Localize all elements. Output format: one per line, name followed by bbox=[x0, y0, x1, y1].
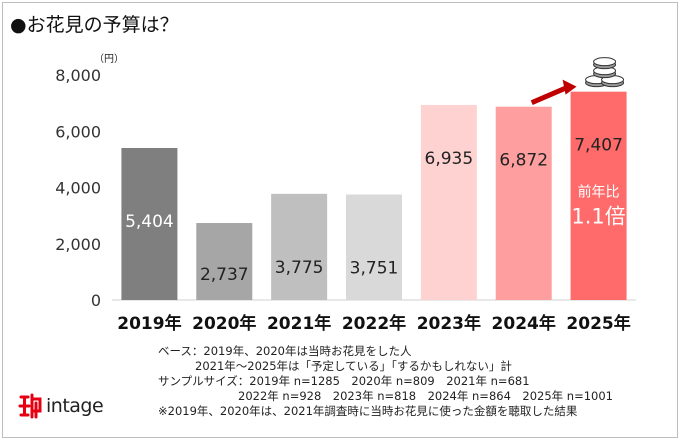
bar bbox=[570, 91, 627, 300]
y-tick-label: 4,000 bbox=[55, 179, 101, 198]
growth-arrowhead-icon bbox=[562, 79, 577, 95]
x-tick-label: 2025年 bbox=[566, 313, 630, 334]
bar bbox=[420, 104, 477, 300]
intage-logo: intage bbox=[18, 393, 104, 419]
x-tick-label: 2019年 bbox=[117, 313, 181, 334]
y-tick-label: 0 bbox=[91, 291, 101, 310]
x-tick-label: 2021年 bbox=[267, 313, 331, 334]
note-sample-line2: 2022年 n=928 2023年 n=818 2024年 n=864 2025… bbox=[238, 389, 614, 403]
note-base-line1: ベース：2019年、2020年は当時お花見をした人 bbox=[158, 344, 412, 358]
chart-notes: ベース：2019年、2020年は当時お花見をした人 2021年～2025年は「予… bbox=[158, 344, 613, 419]
bar-value-label: 3,775 bbox=[275, 258, 324, 278]
growth-arrow-icon bbox=[530, 85, 568, 106]
bar bbox=[346, 194, 402, 300]
bar-value-label: 5,404 bbox=[125, 212, 174, 232]
note-sample-line1: サンプルサイズ：2019年 n=1285 2020年 n=809 2021年 n… bbox=[158, 374, 530, 388]
note-base-line2: 2021年～2025年は「予定している」「するかもしれない」計 bbox=[195, 359, 512, 373]
bar bbox=[495, 106, 552, 300]
chart-title: ●お花見の予算は？ bbox=[10, 14, 179, 36]
yoy-annotation-label: 前年比 bbox=[578, 184, 620, 201]
y-tick-label: 8,000 bbox=[55, 66, 101, 85]
x-tick-label: 2020年 bbox=[192, 313, 256, 334]
intage-logo-mark-icon bbox=[18, 393, 42, 419]
y-tick-label: 6,000 bbox=[55, 122, 101, 141]
bar-value-label: 6,872 bbox=[499, 151, 548, 171]
x-tick-label: 2024年 bbox=[492, 313, 556, 334]
coin-icon bbox=[593, 57, 617, 67]
bar bbox=[196, 223, 253, 300]
y-axis-unit-label: （円） bbox=[94, 54, 124, 65]
bar-value-label: 2,737 bbox=[200, 265, 249, 285]
y-tick-label: 2,000 bbox=[55, 235, 101, 254]
bar-value-label: 6,935 bbox=[425, 149, 474, 169]
note-footnote: ※2019年、2020年は、2021年調査時に当時お花見に使った金額を聴取した結… bbox=[158, 404, 578, 418]
intage-logo-text: intage bbox=[46, 395, 104, 417]
bar bbox=[271, 193, 328, 300]
x-tick-label: 2023年 bbox=[417, 313, 481, 334]
chart-frame bbox=[2, 2, 678, 438]
bar-value-label: 3,751 bbox=[350, 259, 399, 279]
yoy-annotation-value: 1.1倍 bbox=[571, 205, 625, 229]
bar-value-label: 7,407 bbox=[574, 136, 623, 156]
x-tick-label: 2022年 bbox=[342, 313, 406, 334]
bar bbox=[121, 148, 178, 300]
